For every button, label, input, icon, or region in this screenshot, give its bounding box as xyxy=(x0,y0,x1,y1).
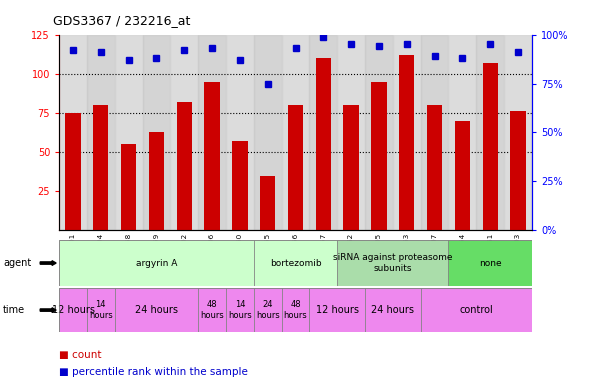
Bar xyxy=(288,105,303,230)
Bar xyxy=(260,175,275,230)
Text: bortezomib: bortezomib xyxy=(269,258,322,268)
Bar xyxy=(59,240,254,286)
Bar xyxy=(198,35,226,230)
Bar xyxy=(365,288,421,332)
Bar xyxy=(337,240,449,286)
Text: ■ percentile rank within the sample: ■ percentile rank within the sample xyxy=(59,367,248,377)
Bar xyxy=(427,105,442,230)
Bar xyxy=(232,141,248,230)
Bar xyxy=(115,288,198,332)
Bar xyxy=(177,102,192,230)
Bar xyxy=(511,111,525,230)
Bar xyxy=(421,288,532,332)
Bar xyxy=(365,35,393,230)
Text: control: control xyxy=(459,305,493,315)
Bar xyxy=(59,288,87,332)
Bar xyxy=(310,288,365,332)
Bar xyxy=(454,121,470,230)
Bar xyxy=(226,35,254,230)
Text: 12 hours: 12 hours xyxy=(316,305,359,315)
Bar xyxy=(482,63,498,230)
Bar xyxy=(281,35,310,230)
Bar xyxy=(59,35,87,230)
Bar xyxy=(310,35,337,230)
Bar xyxy=(142,35,170,230)
Bar xyxy=(149,132,164,230)
Text: 14
hours: 14 hours xyxy=(228,300,252,320)
Bar xyxy=(337,35,365,230)
Bar xyxy=(170,35,198,230)
Bar xyxy=(343,105,359,230)
Bar xyxy=(254,35,281,230)
Text: 48
hours: 48 hours xyxy=(200,300,224,320)
Text: 12 hours: 12 hours xyxy=(51,305,95,315)
Bar xyxy=(504,35,532,230)
Bar xyxy=(421,35,449,230)
Bar xyxy=(93,105,109,230)
Bar xyxy=(281,288,310,332)
Bar xyxy=(476,35,504,230)
Bar xyxy=(226,288,254,332)
Bar xyxy=(87,35,115,230)
Text: 24
hours: 24 hours xyxy=(256,300,280,320)
Text: none: none xyxy=(479,258,502,268)
Bar xyxy=(115,35,142,230)
Text: 14
hours: 14 hours xyxy=(89,300,113,320)
Bar xyxy=(449,240,532,286)
Bar xyxy=(316,58,331,230)
Text: time: time xyxy=(3,305,25,315)
Bar xyxy=(371,81,387,230)
Bar xyxy=(121,144,137,230)
Bar xyxy=(393,35,421,230)
Text: siRNA against proteasome
subunits: siRNA against proteasome subunits xyxy=(333,253,453,273)
Bar xyxy=(254,240,337,286)
Bar xyxy=(204,81,220,230)
Bar xyxy=(449,35,476,230)
Text: agent: agent xyxy=(3,258,31,268)
Bar xyxy=(66,113,80,230)
Bar xyxy=(254,288,281,332)
Text: 24 hours: 24 hours xyxy=(371,305,414,315)
Bar xyxy=(87,288,115,332)
Bar xyxy=(399,55,414,230)
Bar xyxy=(198,288,226,332)
Text: 48
hours: 48 hours xyxy=(284,300,307,320)
Text: ■ count: ■ count xyxy=(59,350,102,360)
Text: argyrin A: argyrin A xyxy=(136,258,177,268)
Text: GDS3367 / 232216_at: GDS3367 / 232216_at xyxy=(53,14,190,27)
Text: 24 hours: 24 hours xyxy=(135,305,178,315)
